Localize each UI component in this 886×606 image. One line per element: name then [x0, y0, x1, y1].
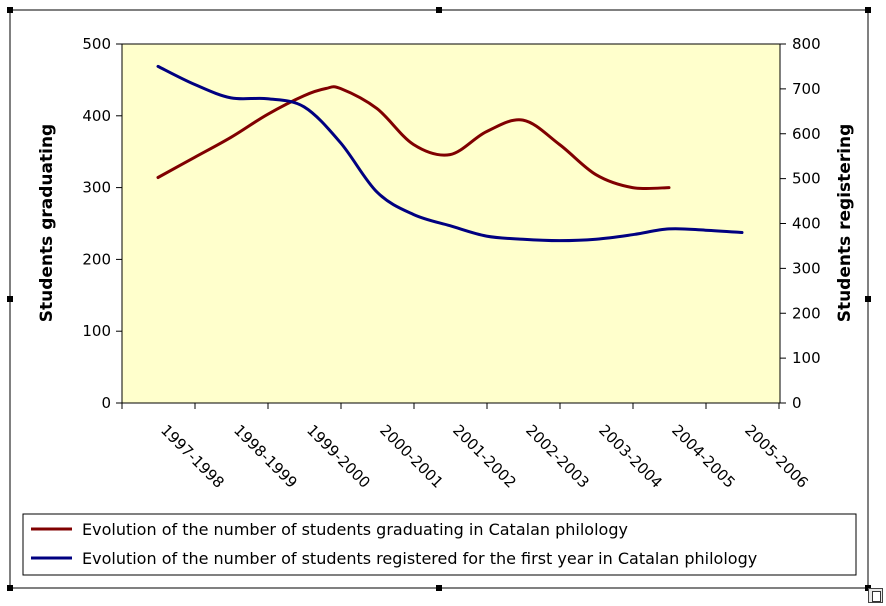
- resize-handle[interactable]: [7, 7, 13, 13]
- left-axis-ticks: 0 100 200 300 400 500: [82, 35, 122, 412]
- resize-handle[interactable]: [865, 7, 871, 13]
- plot-area: [121, 43, 781, 404]
- legend: Evolution of the number of students grad…: [22, 513, 857, 576]
- resize-handle[interactable]: [865, 296, 871, 302]
- copy-icon[interactable]: [868, 588, 883, 603]
- right-tick-label: 800: [792, 35, 821, 53]
- right-tick-label: 100: [792, 349, 821, 367]
- series-lines: [156, 64, 744, 243]
- series-line-registered: [156, 64, 744, 243]
- x-tick-label: 2001-2002: [449, 421, 520, 492]
- resize-handle[interactable]: [436, 7, 442, 13]
- legend-box: [22, 513, 857, 576]
- right-tick-label: 700: [792, 80, 821, 98]
- x-tick-label: 2005-2006: [741, 421, 812, 492]
- legend-label-graduating: Evolution of the number of students grad…: [82, 520, 628, 539]
- right-tick-label: 200: [792, 304, 821, 322]
- x-tick-label: 1999-2000: [303, 421, 374, 492]
- left-tick-label: 100: [82, 322, 111, 340]
- x-tick-label: 2004-2005: [668, 421, 739, 492]
- right-tick-label: 500: [792, 170, 821, 188]
- right-tick-label: 0: [792, 394, 802, 412]
- left-tick-label: 500: [82, 35, 111, 53]
- resize-handle[interactable]: [7, 585, 13, 591]
- right-tick-label: 300: [792, 259, 821, 277]
- left-tick-label: 0: [101, 394, 111, 412]
- left-tick-label: 200: [82, 250, 111, 268]
- right-axis-ticks: 0 100 200 300 400 500 600 700 800: [780, 35, 821, 412]
- resize-handle[interactable]: [7, 296, 13, 302]
- series-line-graduating: [156, 85, 671, 191]
- right-tick-label: 400: [792, 215, 821, 233]
- x-tick-label: 2000-2001: [376, 421, 447, 492]
- y-axis-right-title: Students registering: [835, 124, 855, 323]
- x-tick-label: 1998-1999: [230, 421, 301, 492]
- x-tick-label: 1997-1998: [157, 421, 228, 492]
- right-tick-label: 600: [792, 125, 821, 143]
- x-tick-label: 2002-2003: [522, 421, 593, 492]
- x-tick-label: 2003-2004: [595, 421, 666, 492]
- legend-label-registered: Evolution of the number of students regi…: [82, 549, 757, 568]
- resize-handle[interactable]: [436, 585, 442, 591]
- y-axis-left-title: Students graduating: [37, 124, 57, 322]
- left-tick-label: 400: [82, 107, 111, 125]
- x-axis-ticks: 1997-1998 1998-1999 1999-2000 2000-2001 2001…: [121, 403, 812, 492]
- left-tick-label: 300: [82, 179, 111, 197]
